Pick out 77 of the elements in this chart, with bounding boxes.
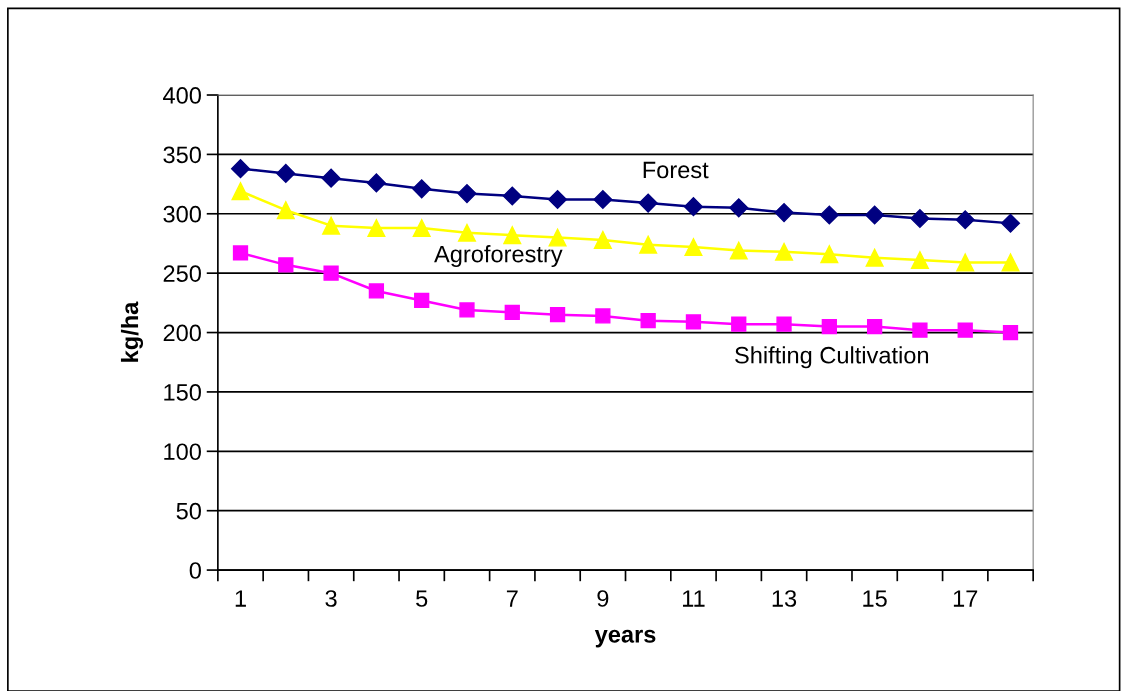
x-tick-label: 7 (506, 590, 518, 607)
point (774, 203, 794, 223)
point (593, 189, 613, 210)
x-axis-title: years (594, 629, 656, 648)
x-tick-label: 3 (325, 590, 337, 607)
point (819, 205, 839, 225)
point (683, 197, 703, 217)
point (276, 163, 296, 183)
point (593, 230, 612, 249)
y-tick-label: 50 (176, 502, 201, 520)
point (910, 251, 929, 270)
point (548, 228, 567, 247)
point (368, 283, 385, 299)
point (322, 216, 341, 235)
point (323, 265, 339, 281)
x-tick-label: 5 (416, 590, 428, 607)
point (1000, 213, 1021, 233)
point (729, 241, 748, 260)
point (956, 253, 975, 272)
point (321, 168, 341, 188)
x-tick-label: 1 (235, 590, 246, 607)
point (820, 245, 839, 264)
x-tick-label: 11 (682, 590, 705, 607)
point (414, 292, 430, 309)
y-tick-label: 0 (189, 562, 201, 579)
y-tick-label: 150 (164, 383, 201, 401)
point (412, 179, 432, 199)
y-tick-label: 100 (164, 443, 201, 461)
point (775, 242, 794, 261)
point (504, 304, 520, 320)
point (459, 302, 475, 318)
x-tick-label: 13 (772, 590, 797, 607)
point (502, 186, 522, 206)
point (595, 308, 611, 324)
y-tick-label: 200 (163, 324, 201, 342)
point (276, 201, 295, 220)
series-label: Forest (643, 161, 709, 179)
point (230, 159, 251, 179)
point (639, 235, 658, 254)
y-axis-title: kg/ha (120, 301, 144, 362)
y-tick-label: 400 (163, 87, 201, 104)
y-tick-label: 350 (163, 146, 201, 164)
point (776, 316, 792, 332)
point (821, 318, 837, 335)
point (866, 318, 883, 335)
point (367, 219, 386, 238)
series-label: Agroforestry (434, 245, 563, 268)
point (955, 210, 975, 230)
x-tick-label: 17 (953, 590, 978, 607)
y-tick-label: 300 (163, 205, 201, 223)
y-tick-label: 250 (163, 265, 201, 282)
point (457, 223, 477, 242)
point (232, 245, 249, 261)
point (910, 208, 930, 229)
point (731, 316, 747, 332)
point (278, 257, 294, 273)
point (1002, 324, 1019, 341)
point (549, 307, 566, 323)
point (638, 193, 658, 213)
point (957, 322, 973, 338)
point (1001, 253, 1020, 272)
point (912, 322, 928, 338)
point (231, 182, 250, 201)
point (685, 314, 702, 330)
series-label: Shifting Cultivation (735, 346, 929, 369)
point (684, 238, 703, 257)
point (865, 248, 884, 267)
point (457, 184, 477, 204)
x-tick-label: 9 (597, 590, 609, 607)
point (729, 198, 749, 218)
x-tick-label: 15 (863, 590, 887, 607)
point (503, 226, 522, 245)
point (412, 219, 431, 238)
point (865, 205, 885, 225)
point (548, 189, 568, 210)
point (366, 173, 386, 193)
point (640, 313, 656, 329)
